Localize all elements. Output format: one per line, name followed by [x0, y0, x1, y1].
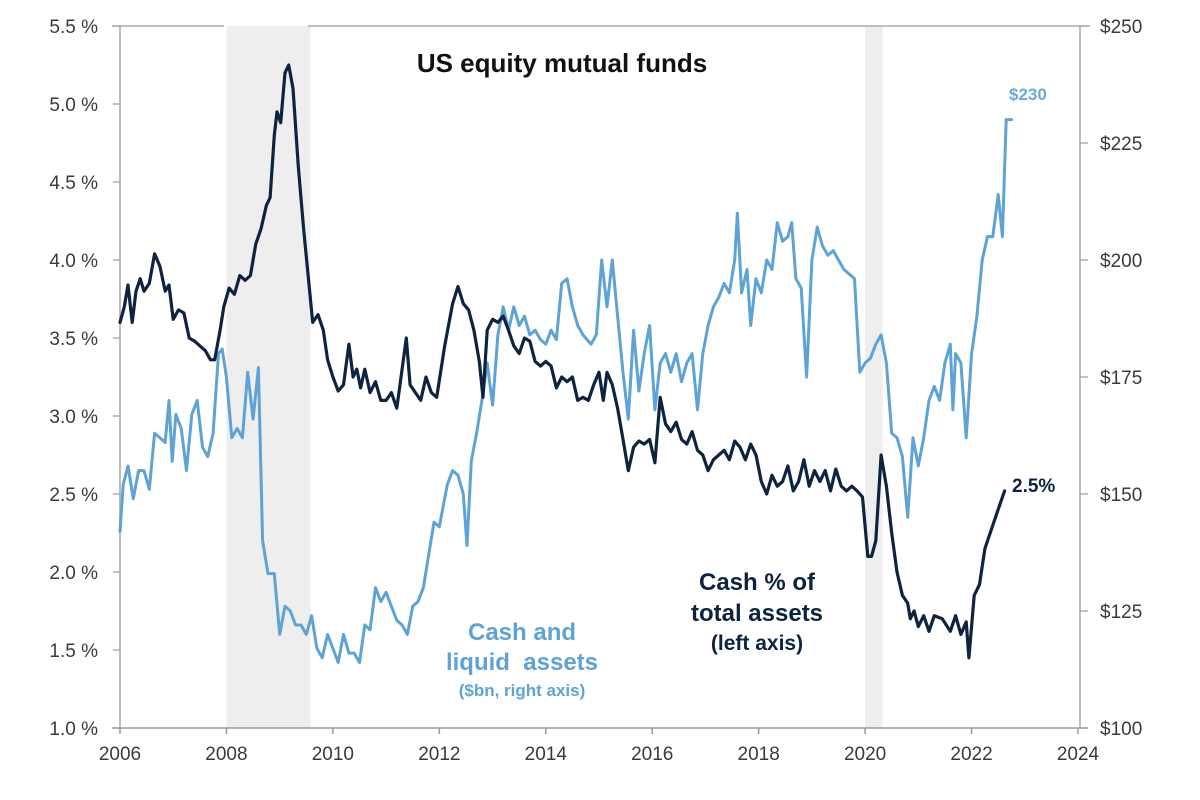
- dark-series-annotation: Cash % of total assets (left axis): [691, 569, 823, 655]
- y-left-tick-label: 3.0 %: [49, 407, 98, 428]
- y-right-tick-label: $125: [1100, 602, 1142, 623]
- y-right-tick-label: $225: [1100, 134, 1142, 155]
- x-tick-label: 2006: [99, 744, 141, 765]
- y-left-tick-label: 1.5 %: [49, 641, 98, 662]
- y-left-tick-label: 4.0 %: [49, 251, 98, 272]
- light-series-annotation: Cash and liquid assets ($bn, right axis): [446, 619, 598, 700]
- light-series-label-line1: Cash and: [468, 619, 576, 646]
- x-tick-label: 2016: [631, 744, 673, 765]
- x-tick-label: 2012: [418, 744, 460, 765]
- dark-series-end-label: 2.5%: [1012, 476, 1055, 497]
- y-right-ticks: $100 $125 $150 $175 $200 $225 $250: [1080, 17, 1142, 740]
- x-tick-label: 2022: [950, 744, 992, 765]
- x-tick-label: 2018: [738, 744, 780, 765]
- dark-series-label-line3: (left axis): [711, 632, 803, 655]
- y-right-tick-label: $175: [1100, 368, 1142, 389]
- y-left-tick-label: 5.5 %: [49, 17, 98, 38]
- x-tick-label: 2008: [205, 744, 247, 765]
- light-series-label-line3: ($bn, right axis): [459, 681, 586, 700]
- x-tick-label: 2014: [525, 744, 568, 765]
- dark-series-label-line1: Cash % of: [699, 569, 816, 596]
- y-right-tick-label: $250: [1100, 17, 1142, 38]
- x-tick-label: 2010: [312, 744, 354, 765]
- x-tick-label: 2020: [844, 744, 886, 765]
- y-left-tick-label: 4.5 %: [49, 173, 98, 194]
- y-right-tick-label: $100: [1100, 719, 1142, 740]
- shaded-period-0: [226, 26, 311, 728]
- series-lines: [118, 63, 1013, 664]
- dark-series-label-line2: total assets: [691, 600, 823, 627]
- y-left-tick-label: 3.5 %: [49, 329, 98, 350]
- cash-liquid-assets-line: [118, 118, 1013, 664]
- y-left-ticks: 1.0 % 1.5 % 2.0 % 2.5 % 3.0 % 3.5 % 4.0 % 4.5 %…: [49, 17, 120, 740]
- y-left-tick-label: 2.5 %: [49, 485, 98, 506]
- x-tick-label: 2024: [1057, 744, 1100, 765]
- light-series-end-label: $230: [1009, 85, 1047, 104]
- chart-title: US equity mutual funds: [417, 48, 707, 78]
- cash-pct-line: [118, 63, 1007, 660]
- x-ticks: 2006 2008 2010 2012 2014 2016 2018 2020 2022 2024: [99, 728, 1100, 765]
- y-right-tick-label: $150: [1100, 485, 1142, 506]
- y-left-tick-label: 5.0 %: [49, 95, 98, 116]
- light-series-label-line2: liquid assets: [446, 649, 598, 676]
- y-left-tick-label: 1.0 %: [49, 719, 98, 740]
- y-right-tick-label: $200: [1100, 251, 1142, 272]
- y-left-tick-label: 2.0 %: [49, 563, 98, 584]
- shaded-period-1: [865, 26, 883, 728]
